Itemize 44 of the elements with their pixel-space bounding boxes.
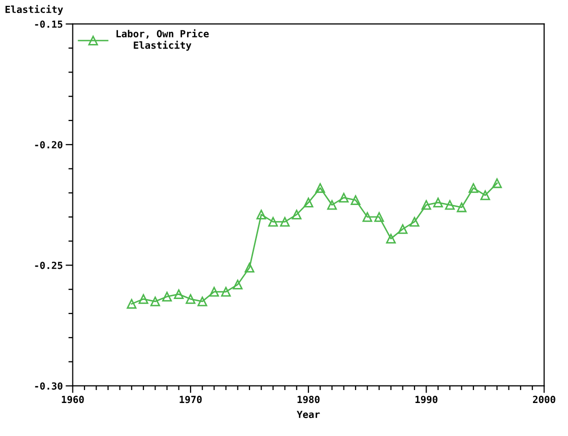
point	[386, 234, 396, 244]
point	[280, 216, 290, 227]
point	[374, 212, 384, 222]
x-tick-label: 2000	[532, 396, 556, 404]
point	[350, 195, 360, 205]
point	[244, 262, 254, 273]
y-tick-label: -0.15	[35, 20, 62, 28]
point	[480, 190, 490, 200]
point	[304, 198, 314, 208]
point	[456, 202, 467, 212]
point	[444, 200, 455, 210]
point	[150, 296, 160, 306]
y-tick-label: -0.20	[35, 141, 62, 148]
x-tick-label: 1960	[62, 396, 84, 404]
x-axis-title: Year	[296, 410, 320, 418]
point	[126, 298, 136, 309]
point	[232, 280, 243, 290]
point	[468, 183, 478, 193]
point	[209, 286, 219, 297]
y-tick-label: -0.30	[35, 382, 62, 390]
x-tick-label: 1980	[298, 396, 320, 404]
legend-label: Labor, Own Price Elasticity	[116, 29, 209, 51]
point	[162, 292, 172, 302]
point	[421, 200, 432, 210]
point	[221, 286, 231, 297]
point	[138, 294, 148, 304]
point	[338, 192, 349, 203]
point	[256, 210, 266, 220]
y-tick-label: -0.25	[35, 262, 62, 270]
point	[197, 296, 208, 306]
point	[433, 198, 443, 208]
y-axis-title: Elasticity	[6, 5, 64, 15]
point	[362, 212, 372, 222]
x-tick-label: 1970	[180, 396, 202, 404]
x-tick-label: 1990	[415, 396, 438, 404]
point	[186, 294, 196, 304]
point	[268, 216, 278, 227]
point	[492, 178, 502, 188]
point	[174, 289, 184, 300]
point	[327, 200, 337, 210]
point	[292, 210, 302, 220]
point	[410, 216, 420, 227]
point	[315, 183, 326, 193]
point	[398, 224, 408, 234]
